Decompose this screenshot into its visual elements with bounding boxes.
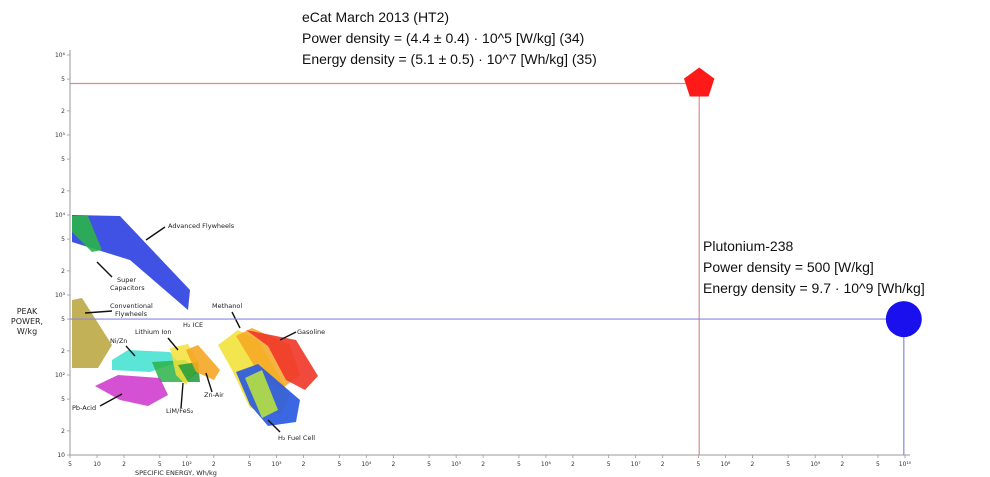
x-tick-label: 2: [122, 461, 126, 468]
x-tick-label: 10⁶: [541, 461, 552, 468]
x-tick-label: 10²: [182, 461, 193, 468]
y-tick-label: 10: [57, 452, 65, 459]
label-advanced-flywheels: Advanced Flywheels: [168, 222, 235, 230]
y-tick-label: 5: [61, 316, 65, 323]
leader-line: [99, 393, 123, 407]
x-tick-label: 10⁴: [361, 461, 372, 468]
label-zn-air: Zn-Air: [204, 391, 224, 399]
leader-line: [231, 311, 241, 329]
leader-line: [96, 261, 113, 278]
region-conventional-flywheels: [72, 298, 112, 368]
y-axis-label: POWER,: [11, 317, 43, 326]
y-axis-label: PEAK: [17, 307, 38, 316]
x-tick-label: 2: [751, 461, 755, 468]
x-tick-label: 2: [840, 461, 844, 468]
x-tick-label: 5: [337, 461, 341, 468]
x-tick-label: 5: [876, 461, 880, 468]
y-tick-label: 2: [61, 268, 65, 275]
y-axis-label: W/kg: [17, 327, 37, 336]
x-tick-label: 10¹⁰: [899, 461, 912, 468]
x-tick-label: 10⁵: [451, 461, 462, 468]
x-tick-label: 2: [212, 461, 216, 468]
ecat-note-line: Energy density = (5.1 ± 0.5) · 10^7 [Wh/…: [302, 51, 597, 67]
y-tick-label: 2: [61, 188, 65, 195]
leader-line: [84, 310, 113, 314]
x-tick-label: 2: [571, 461, 575, 468]
ecat-note-line: eCat March 2013 (HT2): [302, 9, 449, 25]
y-tick-label: 5: [61, 76, 65, 83]
label-h2-fuel-cell: H₂ Fuel Cell: [278, 434, 315, 442]
y-tick-label: 2: [61, 428, 65, 435]
leader-line: [125, 345, 136, 357]
y-tick-label: 10⁵: [55, 132, 66, 139]
x-tick-label: 5: [158, 461, 162, 468]
label-super-capacitors-1: Super: [117, 276, 136, 284]
region-advanced-flywheels: [72, 215, 190, 310]
y-tick-label: 10⁴: [55, 212, 66, 219]
ecat-marker: [684, 67, 715, 97]
reference-lines: [70, 82, 905, 455]
x-tick-label: 2: [661, 461, 665, 468]
axes: 5 10 2 5 10² 2 5 10³ 2 5 10⁴ 2 5 10⁵ 2 5 10⁶ 2 5 10⁷ 2 5 10⁸ 2 5…: [11, 50, 912, 477]
leader-line: [145, 226, 166, 241]
x-tick-label: 5: [697, 461, 701, 468]
x-tick-label: 5: [517, 461, 521, 468]
region-gasoline: [246, 330, 318, 390]
x-tick-label: 5: [68, 461, 72, 468]
x-tick-label: 5: [248, 461, 252, 468]
label-super-capacitors-2: Capacitors: [110, 284, 145, 292]
x-tick-label: 5: [607, 461, 611, 468]
label-lithium-ion: Lithium Ion: [135, 328, 171, 336]
x-tick-label: 10⁸: [720, 461, 731, 468]
x-tick-label: 10⁹: [810, 461, 821, 468]
x-tick-label: 10³: [272, 461, 283, 468]
region-h2-fuel-cell-green: [245, 370, 278, 418]
leader-line: [180, 382, 184, 409]
label-h2-ice: H₂ ICE: [183, 321, 203, 329]
x-tick-label: 5: [427, 461, 431, 468]
region-pb-acid: [95, 375, 168, 406]
x-axis-label: SPECIFIC ENERGY, Wh/kg: [135, 469, 217, 477]
label-methanol: Methanol: [212, 302, 242, 310]
region-super-capacitors: [72, 216, 102, 252]
y-tick-label: 2: [61, 348, 65, 355]
plutonium-note-line: Power density = 500 [W/kg]: [703, 259, 874, 275]
leader-line: [279, 331, 297, 341]
x-tick-label: 5: [786, 461, 790, 468]
x-tick-label: 2: [481, 461, 485, 468]
y-tick-label: 10³: [55, 292, 66, 299]
leader-line: [205, 372, 213, 393]
label-pb-acid: Pb-Acid: [72, 404, 96, 412]
leader-line: [167, 337, 179, 351]
y-tick-label: 5: [61, 396, 65, 403]
y-tick-label: 2: [61, 108, 65, 115]
plutonium-note-line: Plutonium-238: [703, 238, 793, 254]
annotations: eCat March 2013 (HT2) Power density = (4.…: [302, 9, 925, 296]
leader-line: [267, 419, 281, 433]
y-tick-label: 10⁶: [55, 52, 66, 59]
label-conventional-flywheels-1: Conventional: [110, 302, 153, 310]
plutonium-marker: [885, 301, 922, 338]
y-tick-label: 5: [61, 236, 65, 243]
label-gasoline: Gasoline: [297, 328, 325, 336]
ecat-note-line: Power density = (4.4 ± 0.4) · 10^5 [W/kg…: [302, 30, 584, 46]
highlight-points: [684, 67, 922, 338]
region-zn-air: [186, 345, 220, 380]
plutonium-note-line: Energy density = 9.7 · 10^9 [Wh/kg]: [703, 280, 925, 296]
label-nizn: Ni/Zn: [110, 337, 127, 345]
y-tick-label: 10²: [55, 372, 66, 379]
label-limfes2: LiM/FeS₂: [166, 407, 194, 415]
x-tick-label: 2: [302, 461, 306, 468]
x-tick-label: 2: [391, 461, 395, 468]
y-tick-label: 5: [61, 156, 65, 163]
x-tick-label: 10⁷: [631, 461, 642, 468]
label-conventional-flywheels-2: Flywheels: [115, 310, 148, 318]
x-tick-label: 10: [93, 461, 101, 468]
